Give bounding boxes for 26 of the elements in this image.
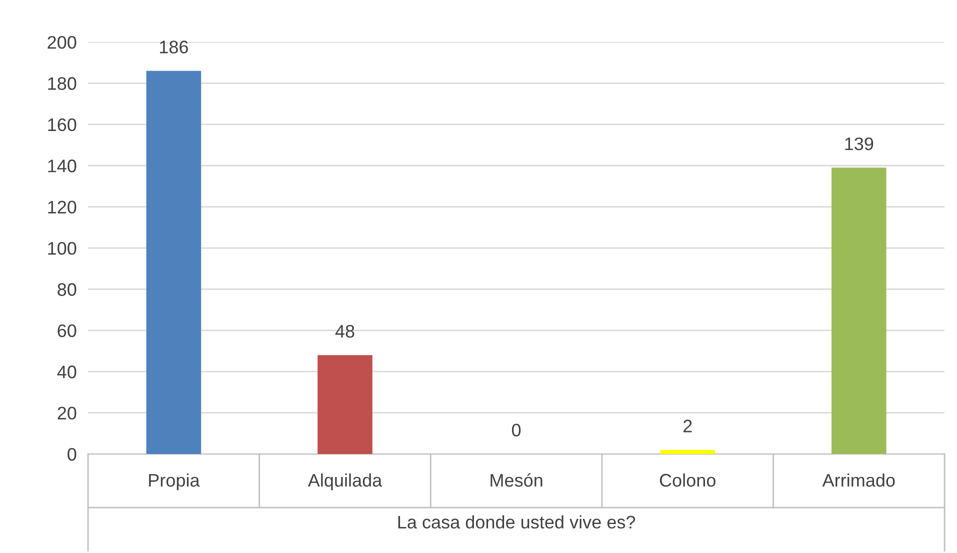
y-tick-label: 60 [58, 324, 76, 338]
x-tick-label: Colono [660, 473, 716, 487]
y-tick-label: 100 [48, 242, 76, 255]
y-tick-label: 200 [48, 36, 76, 49]
data-label: 139 [845, 137, 874, 150]
bar [146, 70, 202, 454]
x-tick-label: Mesón [490, 473, 542, 487]
bar [318, 355, 372, 454]
bar [660, 450, 716, 454]
y-tick-label: 80 [58, 283, 76, 296]
x-tick-label: Alquilada [308, 473, 382, 490]
bar [832, 168, 886, 454]
y-tick-label: 140 [48, 160, 76, 172]
data-label: 186 [160, 40, 188, 54]
x-tick-label: Arrimado [822, 473, 895, 487]
data-label: 0 [512, 424, 521, 437]
y-tick-label: 20 [58, 406, 76, 420]
data-label: 2 [683, 420, 692, 432]
y-tick-label: 180 [48, 77, 76, 90]
y-tick-label: 40 [57, 366, 76, 378]
y-tick-label: 120 [48, 200, 76, 214]
x-tick-label: Propia [149, 473, 200, 490]
data-label: 48 [335, 324, 354, 338]
y-tick-label: 0 [68, 448, 76, 461]
x-axis-title: La casa donde usted vive es? [398, 515, 636, 529]
y-tick-label: 160 [48, 118, 76, 132]
